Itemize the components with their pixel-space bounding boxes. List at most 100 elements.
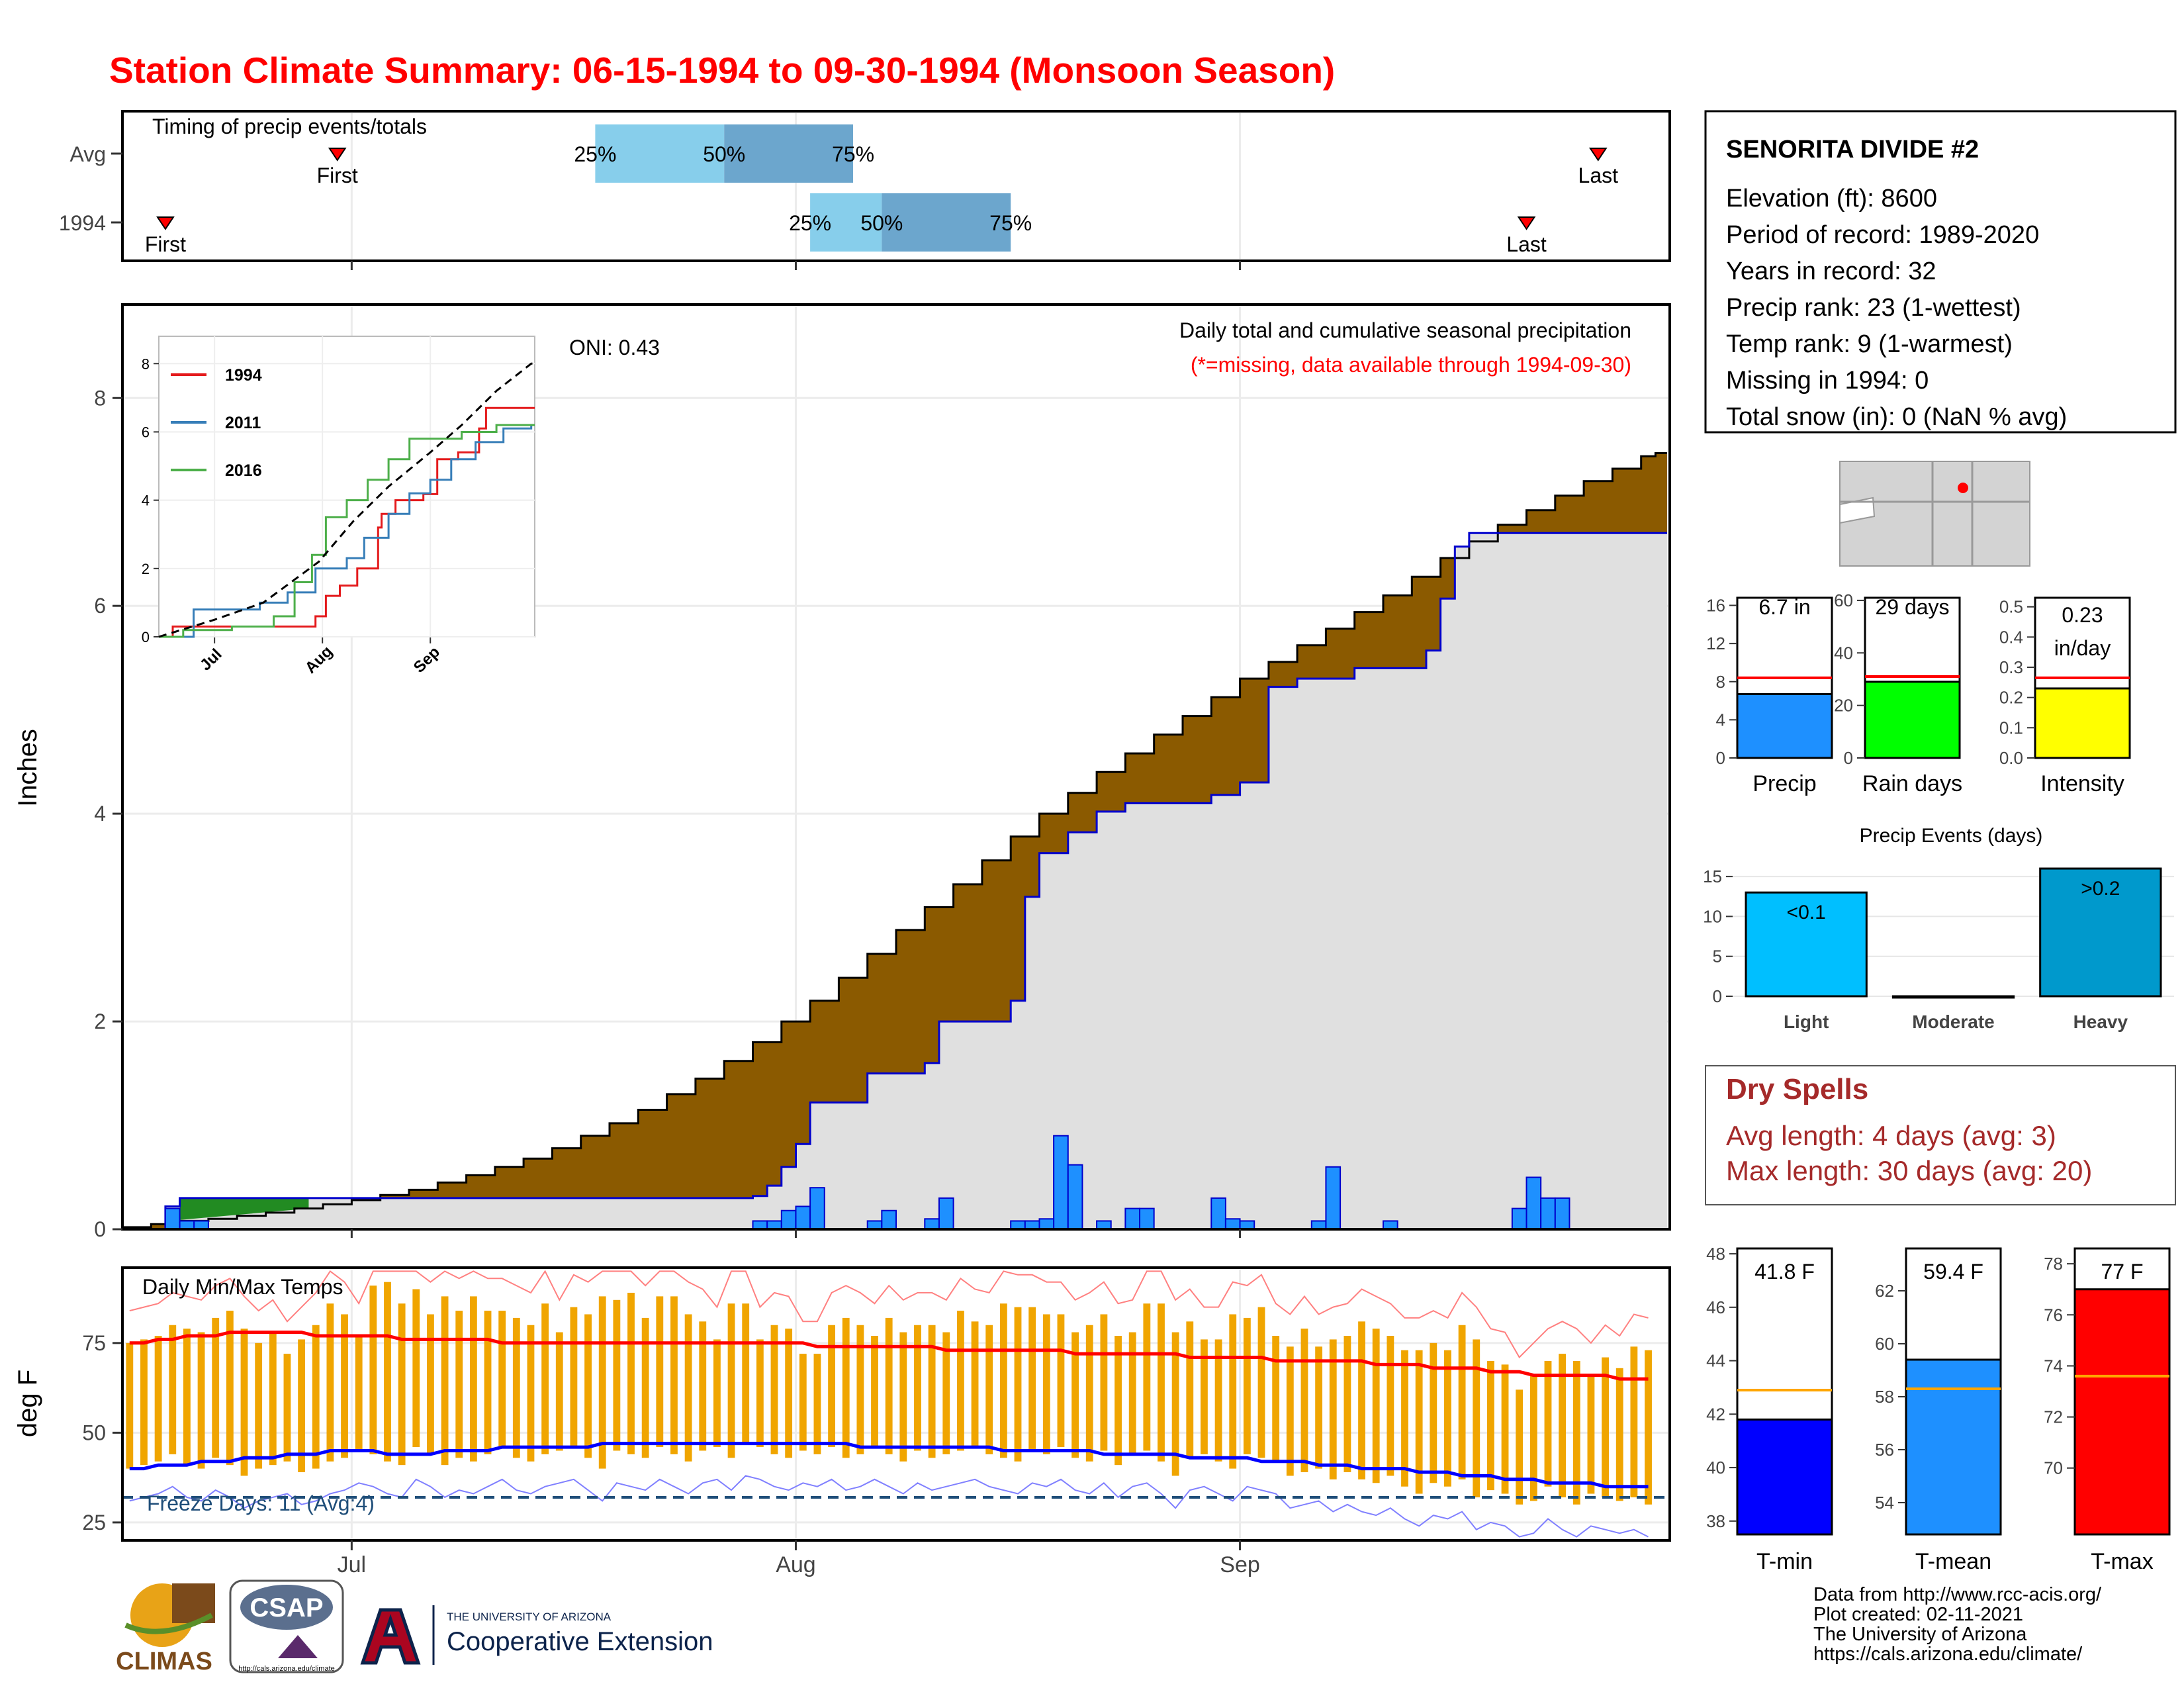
footer-data-source: Data from http://www.rcc-acis.org/ [1813,1584,2102,1605]
gauge-value-label: 29 days [1875,595,1949,619]
csap-logo: CSAP http://cals.arizona.edu/climate [229,1579,344,1673]
footer-url: https://cals.arizona.edu/climate/ [1813,1644,2083,1665]
temp-range-bar [498,1311,506,1448]
gauge-value-label: 6.7 in [1758,595,1810,619]
daily-precip-bar [164,1207,181,1230]
events-bar [2039,867,2162,998]
tgauge-y-tick-label: 60 [1875,1334,1894,1354]
temp-range-bar [527,1325,535,1462]
temp-range-bar [1057,1314,1065,1448]
surplus-area [179,1197,309,1220]
precip-caption: Daily total and cumulative seasonal prec… [1179,318,1631,342]
x-axis-tick-label: Aug [776,1552,816,1577]
map-icon [1839,461,2030,567]
timing-bar-50-75 [724,124,854,183]
csap-logo-text: CSAP [250,1593,323,1622]
timing-first-label: First [145,232,186,256]
temp-range-bar [484,1311,492,1454]
temp-range-bar [1071,1332,1079,1458]
temp-range-bar [770,1325,778,1454]
inset-series-line [158,362,535,638]
temp-range-bar [1516,1389,1524,1505]
gauge-y-tick-label: 0 [1716,748,1725,768]
temp-range-bar [914,1325,921,1451]
temp-range-bar [1444,1350,1451,1487]
record-low-line [129,1475,1649,1538]
station-period: Period of record: 1989-2020 [1726,221,2039,249]
daily-precip-bar [1224,1218,1241,1230]
season-gauges: 0 4 8 12 16 6.7 in Precip 0 20 40 60 29 days Rain da… [1706,590,2131,796]
temp-range-bar [856,1325,864,1454]
precip-events-content: 0 5 10 15 <0.1 Light Moderate >0.2 Heavy [1703,861,2174,1032]
temp-range-bar [183,1329,191,1466]
temp-range-bar [971,1321,979,1448]
temp-range-bar [140,1339,148,1466]
precip-areas [121,452,1667,1231]
temp-range-bar [1300,1329,1308,1472]
tgauge-y-tick-label: 54 [1875,1493,1894,1513]
daily-precip-bar [1053,1135,1069,1231]
station-name: SENORITA DIVIDE #2 [1726,136,1979,164]
temp-panel-bg [122,1268,1670,1540]
gauge-y-tick-label: 4 [1716,710,1725,729]
temp-range-bar [1430,1342,1437,1483]
temp-range-bar [398,1303,406,1466]
timing-bar-25-50 [810,193,882,252]
gauge-label: Rain days [1862,771,1962,796]
daily-precip-bar [1038,1218,1055,1230]
gauge-value-unit: in/day [2054,636,2111,660]
temp-range-bar [699,1321,707,1451]
daily-precip-bar [1067,1164,1083,1231]
daily-precip-bar [1325,1166,1342,1230]
events-y-tick-label: 15 [1703,867,1722,886]
temp-range-bar [384,1282,391,1462]
temp-range-bar [1329,1339,1337,1479]
timing-panel: Timing of precip events/totals Avg 1994 … [59,110,1671,270]
timing-last-marker [1517,216,1536,230]
inset-y-tick-label: 8 [142,355,150,372]
inset-series-line [159,424,535,638]
temp-range-bar [369,1286,377,1454]
station-box: SENORITA DIVIDE #2 Elevation (ft): 8600 … [1704,110,2177,434]
temp-range-bar [584,1314,592,1458]
temp-range-bar [756,1339,764,1448]
temp-range-bar [928,1325,936,1458]
ua-large-text: Cooperative Extension [447,1627,713,1656]
station-years: Years in record: 32 [1726,258,1936,285]
dry-spells-box: Dry Spells Avg length: 4 days (avg: 3) M… [1705,1065,2176,1205]
daily-precip-bar [924,1218,940,1230]
inset-legend-label: 2016 [225,461,262,480]
temp-range-bar [999,1303,1007,1458]
temp-range-bar [1014,1307,1022,1462]
gauge-bar [2034,687,2131,759]
temp-range-bar [899,1332,907,1462]
precip-panel: 0 2 4 6 8 Inches ONI: 0.43 Daily total and c… [13,303,1671,1241]
arizona-a-shape [360,1608,421,1665]
temp-range-bar [1243,1317,1251,1454]
gauge-bar [1736,692,1833,759]
temp-range-bar [1529,1375,1537,1501]
gauge-y-tick-label: 40 [1834,643,1853,663]
timing-q75-label: 75% [832,142,874,166]
temp-range-bar [212,1317,220,1458]
events-category-label: Moderate [1912,1011,1994,1032]
temp-range-bar [727,1303,735,1458]
inset-y-tick-label: 0 [142,629,150,645]
inset-frame [158,336,535,637]
events-y-tick-label: 5 [1713,947,1722,966]
temp-range-bar [570,1307,578,1448]
tgauge-y-tick-label: 48 [1706,1244,1725,1264]
gauge-y-tick-label: 12 [1706,633,1725,653]
ua-small-text: THE UNIVERSITY OF ARIZONA [447,1611,612,1623]
temp-range-bar [742,1303,750,1444]
temp-range-bar [226,1311,234,1466]
station-precip-rank: Precip rank: 23 (1-wettest) [1726,294,2021,322]
precip-y-tick-label: 0 [94,1217,106,1241]
gauge-y-tick-label: 0.4 [1999,627,2023,647]
temp-range-bar [512,1317,520,1458]
daily-precip-bar [780,1209,797,1231]
temp-range-bar [598,1296,606,1469]
temp-range-bar [1229,1314,1237,1469]
